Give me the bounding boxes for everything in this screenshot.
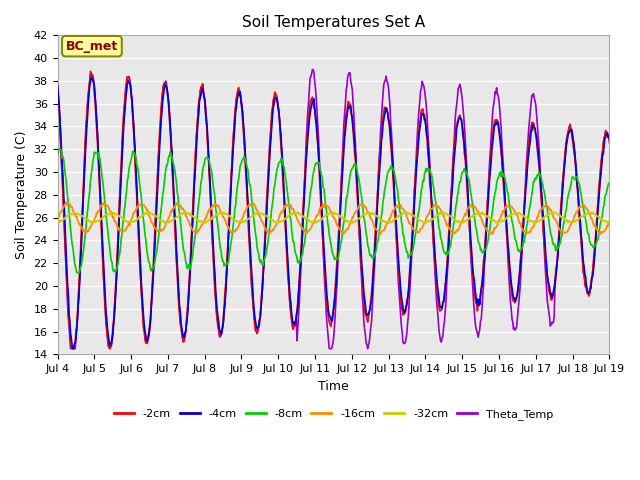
Title: Soil Temperatures Set A: Soil Temperatures Set A [242, 15, 425, 30]
Y-axis label: Soil Temperature (C): Soil Temperature (C) [15, 131, 28, 259]
Text: BC_met: BC_met [66, 40, 118, 53]
X-axis label: Time: Time [318, 380, 349, 393]
Legend: -2cm, -4cm, -8cm, -16cm, -32cm, Theta_Temp: -2cm, -4cm, -8cm, -16cm, -32cm, Theta_Te… [109, 405, 557, 424]
